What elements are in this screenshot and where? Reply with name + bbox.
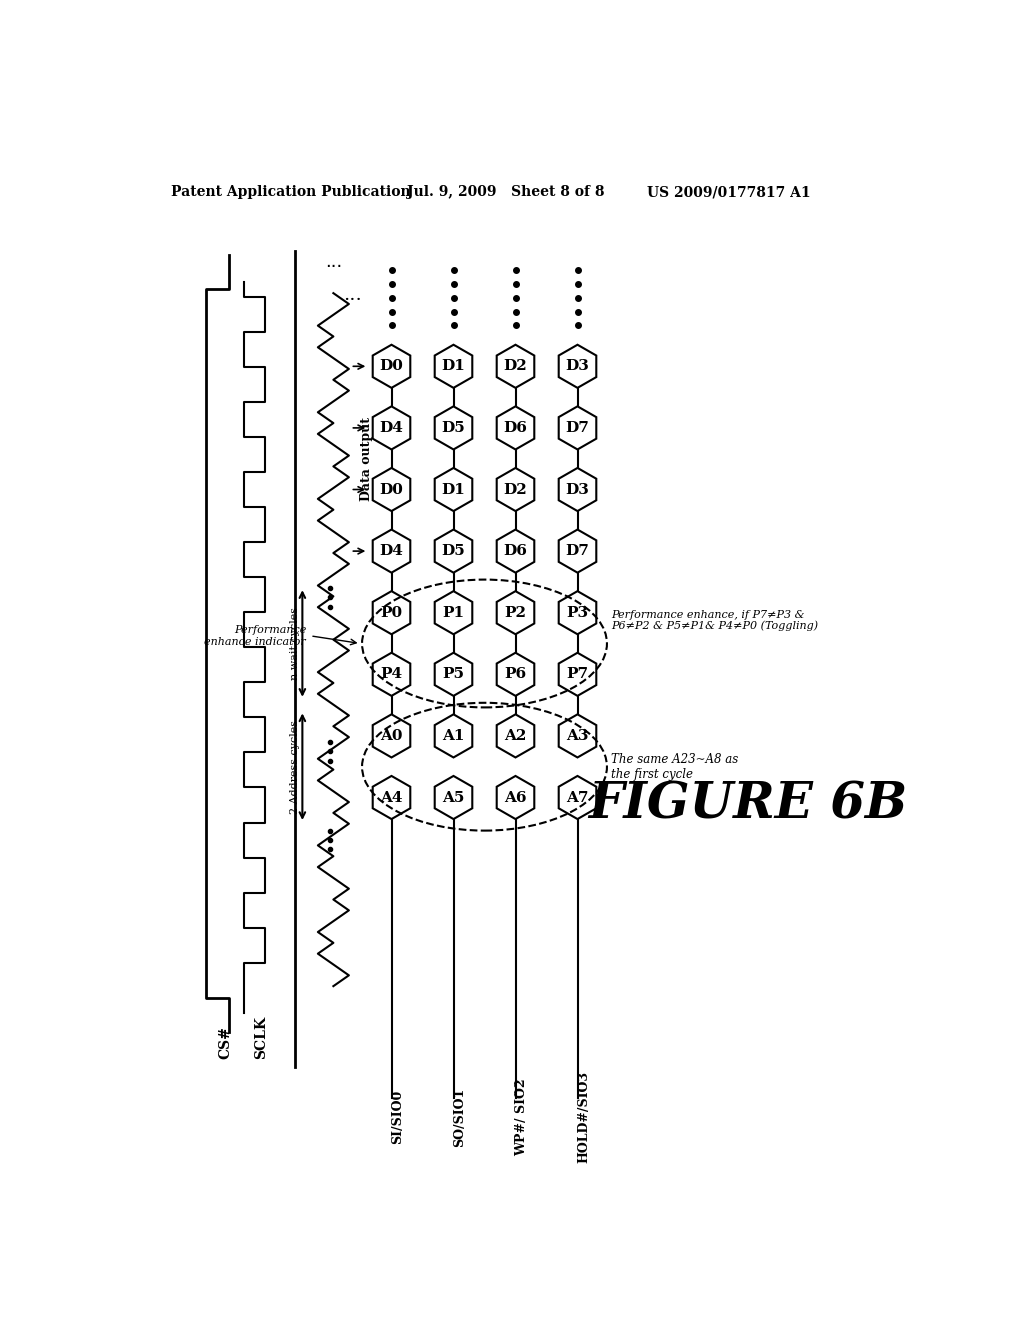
Text: D4: D4	[380, 544, 403, 558]
Text: A2: A2	[504, 729, 526, 743]
Text: A1: A1	[442, 729, 465, 743]
Text: A7: A7	[566, 791, 589, 804]
Text: A5: A5	[442, 791, 465, 804]
Text: CS#: CS#	[218, 1027, 231, 1059]
Text: HOLD#/SIO3: HOLD#/SIO3	[578, 1071, 591, 1163]
Text: A0: A0	[380, 729, 402, 743]
Text: Performance enhance, if P7≠P3 &: Performance enhance, if P7≠P3 &	[611, 610, 804, 620]
Polygon shape	[559, 591, 596, 635]
Text: D2: D2	[504, 483, 527, 496]
Polygon shape	[435, 591, 472, 635]
Polygon shape	[373, 776, 411, 818]
Text: D6: D6	[504, 544, 527, 558]
Polygon shape	[559, 776, 596, 818]
Polygon shape	[497, 776, 535, 818]
Polygon shape	[497, 407, 535, 449]
Text: D1: D1	[441, 359, 466, 374]
Polygon shape	[373, 591, 411, 635]
Polygon shape	[435, 529, 472, 573]
Text: D0: D0	[380, 359, 403, 374]
Polygon shape	[373, 714, 411, 758]
Polygon shape	[559, 529, 596, 573]
Polygon shape	[497, 469, 535, 511]
Text: US 2009/0177817 A1: US 2009/0177817 A1	[647, 185, 811, 199]
Polygon shape	[373, 345, 411, 388]
Polygon shape	[497, 345, 535, 388]
Text: 2 Address cycles: 2 Address cycles	[290, 719, 300, 813]
Text: SI/SIO0: SI/SIO0	[391, 1090, 404, 1144]
Polygon shape	[497, 529, 535, 573]
Text: D2: D2	[504, 359, 527, 374]
Text: Jul. 9, 2009   Sheet 8 of 8: Jul. 9, 2009 Sheet 8 of 8	[407, 185, 604, 199]
Text: P0: P0	[381, 606, 402, 619]
Polygon shape	[559, 345, 596, 388]
Text: n wait cycles: n wait cycles	[290, 607, 300, 680]
Text: A4: A4	[380, 791, 402, 804]
Text: D5: D5	[441, 544, 465, 558]
Polygon shape	[435, 653, 472, 696]
Text: P7: P7	[566, 668, 589, 681]
Text: P1: P1	[442, 606, 465, 619]
Polygon shape	[435, 714, 472, 758]
Polygon shape	[497, 653, 535, 696]
Polygon shape	[435, 407, 472, 449]
Text: P6: P6	[505, 668, 526, 681]
Text: SCLK: SCLK	[254, 1016, 268, 1059]
Text: D3: D3	[565, 483, 590, 496]
Text: Performance
enhance indicator: Performance enhance indicator	[205, 624, 306, 647]
Polygon shape	[373, 529, 411, 573]
Polygon shape	[559, 714, 596, 758]
Text: D7: D7	[565, 544, 590, 558]
Text: A3: A3	[566, 729, 589, 743]
Text: D6: D6	[504, 421, 527, 434]
Polygon shape	[559, 407, 596, 449]
Text: D4: D4	[380, 421, 403, 434]
Polygon shape	[559, 469, 596, 511]
Text: D0: D0	[380, 483, 403, 496]
Text: ...: ...	[343, 285, 362, 304]
Text: A6: A6	[504, 791, 526, 804]
Text: P4: P4	[381, 668, 402, 681]
Text: Patent Application Publication: Patent Application Publication	[171, 185, 411, 199]
Text: The same A23~A8 as
the first cycle: The same A23~A8 as the first cycle	[611, 752, 738, 780]
Text: P5: P5	[442, 668, 465, 681]
Text: D3: D3	[565, 359, 590, 374]
Polygon shape	[435, 469, 472, 511]
Polygon shape	[497, 714, 535, 758]
Text: P3: P3	[566, 606, 589, 619]
Text: D5: D5	[441, 421, 465, 434]
Polygon shape	[373, 469, 411, 511]
Text: D1: D1	[441, 483, 466, 496]
Text: P2: P2	[505, 606, 526, 619]
Text: FIGURE 6B: FIGURE 6B	[589, 780, 907, 830]
Polygon shape	[373, 653, 411, 696]
Text: WP#/ SIO2: WP#/ SIO2	[515, 1078, 528, 1156]
Polygon shape	[497, 591, 535, 635]
Polygon shape	[559, 653, 596, 696]
Polygon shape	[435, 776, 472, 818]
Text: Data output: Data output	[360, 417, 373, 500]
Polygon shape	[435, 345, 472, 388]
Polygon shape	[373, 407, 411, 449]
Text: ...: ...	[325, 253, 342, 272]
Text: D7: D7	[565, 421, 590, 434]
Text: SO/SIO1: SO/SIO1	[454, 1088, 467, 1147]
Text: P6≠P2 & P5≠P1& P4≠P0 (Toggling): P6≠P2 & P5≠P1& P4≠P0 (Toggling)	[611, 620, 818, 631]
